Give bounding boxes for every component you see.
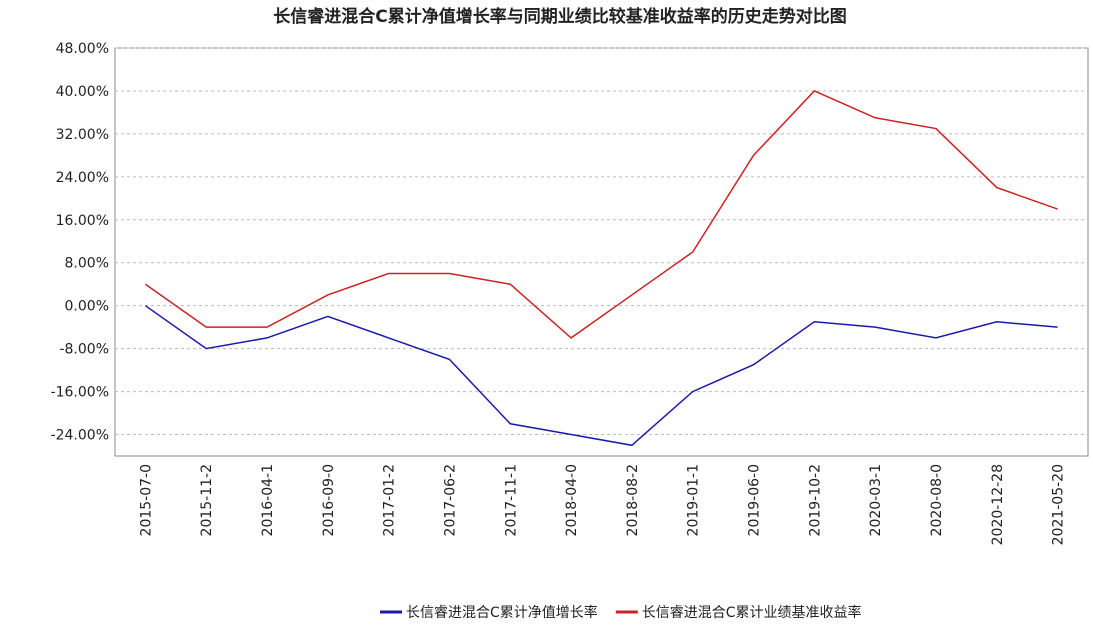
y-tick-label: 24.00% bbox=[56, 170, 109, 186]
x-tick-label: 2019-06-0 bbox=[747, 464, 763, 536]
y-tick-label: 8.00% bbox=[65, 256, 109, 272]
x-tick-label: 2020-12-28 bbox=[990, 464, 1006, 545]
x-tick-label: 2017-06-2 bbox=[442, 464, 458, 536]
chart-title: 长信睿进混合C累计净值增长率与同期业绩比较基准收益率的历史走势对比图 bbox=[273, 6, 846, 27]
legend-label: 长信睿进混合C累计业绩基准收益率 bbox=[642, 604, 862, 621]
y-tick-label: 40.00% bbox=[56, 84, 109, 100]
y-tick-label: 48.00% bbox=[56, 41, 109, 57]
x-tick-label: 2019-01-1 bbox=[686, 464, 702, 536]
x-tick-label: 2016-04-1 bbox=[260, 464, 276, 536]
series-line bbox=[144, 90, 1058, 339]
x-tick-label: 2021-05-20 bbox=[1051, 464, 1067, 545]
x-tick-label: 2017-11-1 bbox=[503, 464, 519, 536]
plot-area bbox=[114, 47, 1089, 457]
y-tick-label: 32.00% bbox=[56, 127, 109, 143]
y-tick-label: -24.00% bbox=[51, 428, 109, 444]
x-tick-label: 2015-07-0 bbox=[138, 464, 154, 536]
y-tick-label: -8.00% bbox=[59, 342, 109, 358]
x-tick-label: 2019-10-2 bbox=[807, 464, 823, 536]
x-tick-label: 2018-08-2 bbox=[625, 464, 641, 536]
x-tick-label: 2020-03-1 bbox=[868, 464, 884, 536]
x-tick-label: 2017-01-2 bbox=[382, 464, 398, 536]
y-tick-label: -16.00% bbox=[51, 385, 109, 401]
y-tick-label: 0.00% bbox=[65, 299, 109, 315]
legend-label: 长信睿进混合C累计净值增长率 bbox=[406, 604, 598, 621]
x-tick-label: 2015-11-2 bbox=[199, 464, 215, 536]
y-tick-label: 16.00% bbox=[56, 213, 109, 229]
series-line bbox=[144, 305, 1058, 447]
x-tick-label: 2016-09-0 bbox=[321, 464, 337, 536]
x-tick-label: 2020-08-0 bbox=[929, 464, 945, 536]
x-tick-label: 2018-04-0 bbox=[564, 464, 580, 536]
